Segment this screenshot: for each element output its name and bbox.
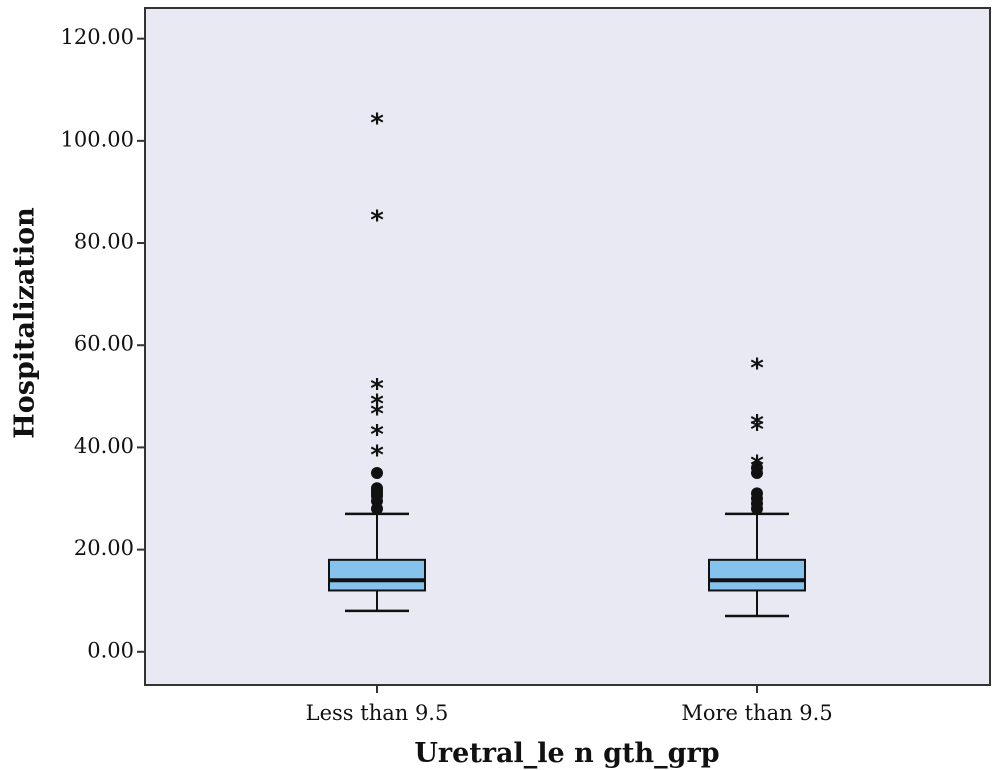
x-tick-label: Less than 9.5 xyxy=(306,701,449,725)
y-tick-label: 0.00 xyxy=(87,638,134,662)
box-group: ******* xyxy=(328,108,426,613)
box-group: **** xyxy=(708,354,806,618)
y-axis: 0.00 20.00 40.00 60.00 80.00 100.00 120.00 xyxy=(61,25,145,662)
y-tick-label: 120.00 xyxy=(61,25,134,49)
outlier-circle xyxy=(371,482,383,495)
y-tick-label: 80.00 xyxy=(74,230,134,254)
outlier-star: * xyxy=(370,420,384,450)
outlier-star: * xyxy=(750,354,764,384)
outlier-star: * xyxy=(750,410,764,440)
y-tick-label: 60.00 xyxy=(74,332,134,356)
outlier-circle xyxy=(371,466,383,479)
outlier-star: * xyxy=(370,441,384,471)
outlier-circle xyxy=(751,461,763,474)
y-tick-label: 20.00 xyxy=(74,536,134,560)
outlier-circle xyxy=(751,487,763,500)
outlier-star: * xyxy=(370,374,384,404)
box-groups: *********** xyxy=(328,108,806,618)
y-tick-label: 100.00 xyxy=(61,127,134,151)
x-axis-title: Uretral_le n gth_grp xyxy=(414,738,719,769)
y-axis-title: Hospitalization xyxy=(10,207,41,439)
x-axis: Less than 9.5 More than 9.5 xyxy=(306,685,833,725)
outlier-star: * xyxy=(750,451,764,481)
iqr-box xyxy=(328,558,426,592)
outlier-star: * xyxy=(370,108,384,138)
y-tick-label: 40.00 xyxy=(74,434,134,458)
outlier-star: * xyxy=(370,205,384,235)
outlier-star: * xyxy=(750,415,764,445)
iqr-box xyxy=(708,558,806,592)
x-tick-label: More than 9.5 xyxy=(681,701,832,725)
outlier-star: * xyxy=(370,389,384,419)
outlier-star: * xyxy=(370,400,384,430)
plot-area xyxy=(144,7,991,686)
